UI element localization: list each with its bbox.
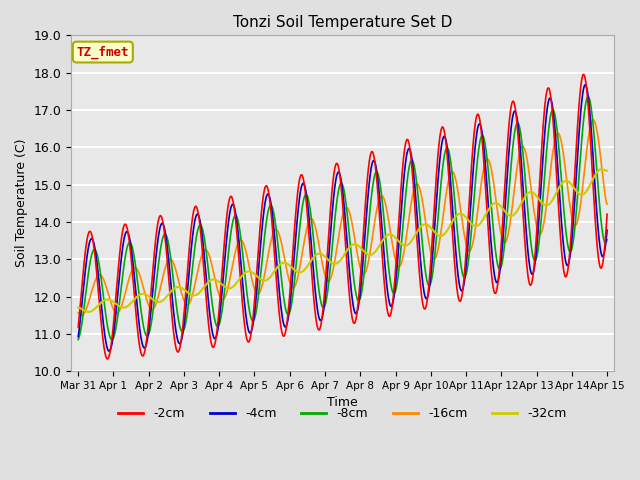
X-axis label: Time: Time [327,396,358,409]
Y-axis label: Soil Temperature (C): Soil Temperature (C) [15,139,28,267]
Legend: -2cm, -4cm, -8cm, -16cm, -32cm: -2cm, -4cm, -8cm, -16cm, -32cm [113,402,572,425]
Title: Tonzi Soil Temperature Set D: Tonzi Soil Temperature Set D [233,15,452,30]
Text: TZ_fmet: TZ_fmet [77,46,129,59]
